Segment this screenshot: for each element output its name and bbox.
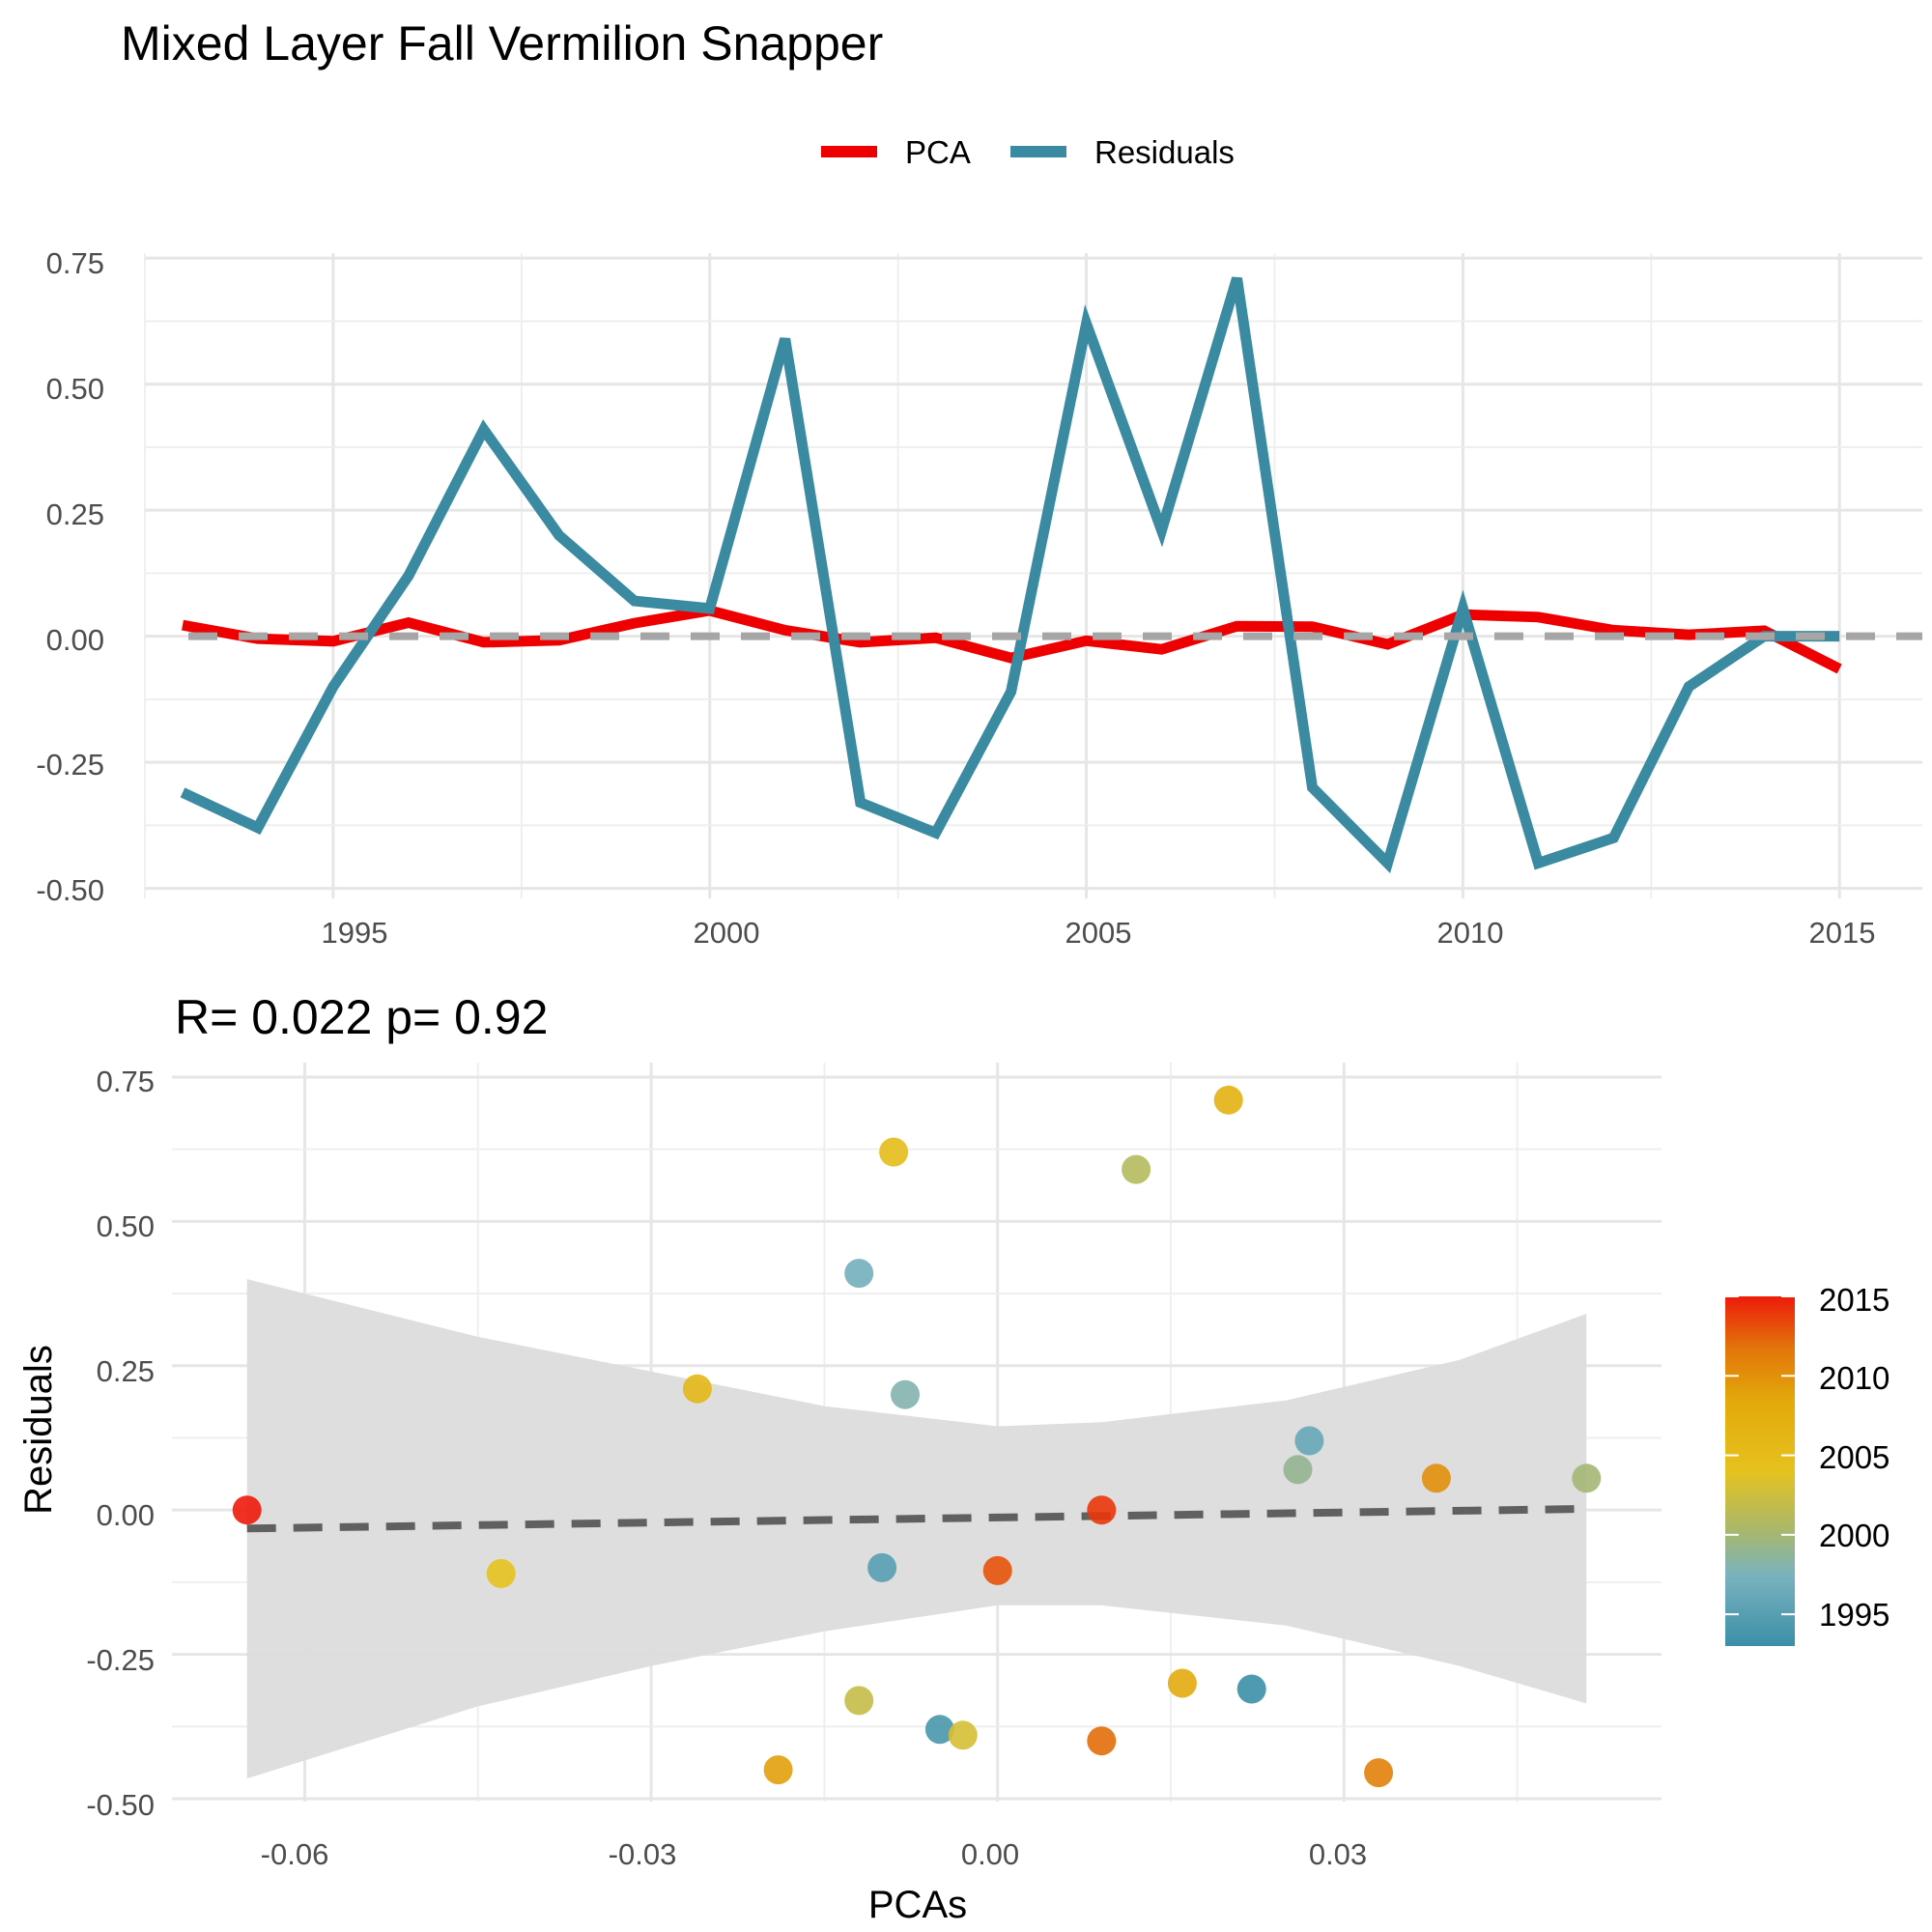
confidence-band [246,1279,1587,1779]
y-tick-label: 0.00 [46,623,104,657]
data-point [1294,1426,1324,1456]
data-point [486,1558,516,1588]
data-point [891,1379,920,1409]
x-tick-label: -0.06 [261,1837,329,1871]
fit-line [246,1504,1587,1533]
x-axis-title: PCAs [868,1884,967,1926]
chart-title: Mixed Layer Fall Vermilion Snapper [121,16,883,71]
data-point [1087,1726,1117,1756]
residuals-line [180,276,1840,873]
data-point [1421,1463,1451,1493]
scatter-panel: 0.75 0.50 0.25 0.00 -0.25 -0.50 -0.06 -0… [17,1063,1662,1926]
colorbar-label: 2000 [1819,1518,1889,1553]
scatter-points [232,1085,1602,1788]
x-tick-label: 0.03 [1309,1837,1367,1871]
data-point [867,1552,897,1582]
time-series-y-ticks: 0.75 0.50 0.25 0.00 -0.25 -0.50 [36,246,104,907]
colorbar-label: 2010 [1819,1360,1889,1396]
data-point [1213,1085,1243,1115]
data-point [924,1715,954,1745]
legend-label-pca: PCA [905,134,971,170]
x-tick-label: 2015 [1809,916,1876,950]
data-point [948,1720,978,1750]
y-tick-label: 0.75 [46,246,104,280]
data-point [1236,1674,1266,1704]
x-tick-label: 0.00 [961,1837,1019,1871]
colorbar-label: 1995 [1819,1597,1889,1633]
time-series-panel: 0.75 0.50 0.25 0.00 -0.25 -0.50 1995 200… [36,246,1922,950]
time-series-x-ticks: 1995 2000 2005 2010 2015 [322,916,1876,950]
x-tick-label: 2010 [1437,916,1504,950]
legend-label-residuals: Residuals [1094,134,1235,170]
x-tick-label: -0.03 [609,1837,677,1871]
data-point [1572,1463,1602,1493]
y-axis-title: Residuals [17,1345,60,1515]
regression-line [246,1504,1587,1533]
y-tick-label: -0.25 [36,748,104,781]
data-point [1364,1758,1394,1788]
year-colorbar: 2015 2010 2005 2000 1995 [1725,1282,1889,1646]
time-series-marks [180,276,1922,873]
y-tick-label: 0.50 [46,372,104,406]
data-point [1122,1154,1151,1184]
correlation-subtitle: R= 0.022 p= 0.92 [175,990,548,1044]
colorbar-label: 2015 [1819,1282,1889,1318]
confidence-band-area [246,1279,1587,1779]
y-tick-label: 0.25 [46,497,104,531]
colorbar-gradient [1725,1296,1795,1646]
data-point [982,1555,1012,1585]
y-tick-label: -0.50 [36,873,104,907]
data-point [1087,1495,1117,1525]
y-tick-label: 0.00 [97,1498,155,1532]
data-point [1167,1668,1197,1698]
data-point [1283,1455,1313,1485]
y-tick-label: -0.50 [86,1788,155,1822]
data-point [844,1686,874,1716]
data-point [879,1137,909,1167]
colorbar-ticks [1725,1295,1795,1616]
colorbar-label: 2005 [1819,1439,1889,1475]
scatter-x-ticks: -0.06 -0.03 0.00 0.03 [261,1837,1368,1871]
y-tick-label: -0.25 [86,1643,155,1677]
y-tick-label: 0.75 [97,1065,155,1098]
scatter-y-ticks: 0.75 0.50 0.25 0.00 -0.25 -0.50 [86,1065,155,1822]
data-point [844,1259,874,1289]
x-tick-label: 2000 [694,916,760,950]
data-point [763,1755,793,1785]
y-tick-label: 0.25 [97,1354,155,1388]
data-point [232,1495,262,1525]
data-point [682,1374,712,1404]
legend: PCA Residuals [821,134,1235,170]
x-tick-label: 2005 [1065,916,1132,950]
y-tick-label: 0.50 [97,1209,155,1243]
x-tick-label: 1995 [322,916,388,950]
